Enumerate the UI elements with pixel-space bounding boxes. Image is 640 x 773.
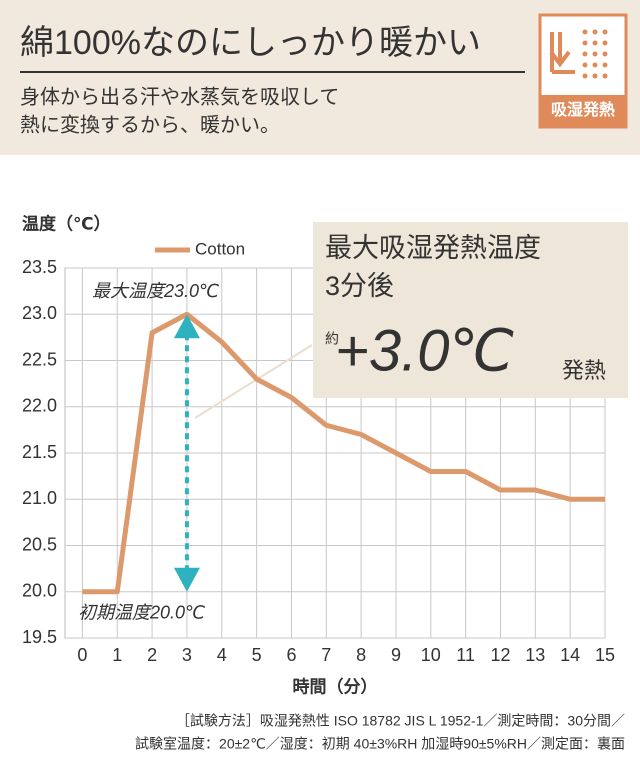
x-tick-label: 13 [525,645,545,665]
y-tick-label: 22.5 [22,349,57,369]
x-tick-label: 9 [391,645,401,665]
series-line [82,311,605,595]
y-tick-label: 19.5 [22,627,57,647]
x-tick-label: 7 [321,645,331,665]
icon-dots [582,29,608,79]
x-tick-label: 12 [490,645,510,665]
x-tick-label: 2 [147,645,157,665]
callout-text: 約 [325,331,339,347]
arrow-head [173,314,200,339]
callout-text: 3分後 [325,271,394,301]
y-tick-label: 23.0 [22,303,57,323]
x-tick-label: 0 [77,645,87,665]
header-band [0,0,640,155]
x-tick-label: 15 [595,645,615,665]
callout-text: 最大吸湿発熱温度 [325,233,541,263]
x-tick-label: 11 [456,645,475,665]
y-tick-label: 21.0 [22,488,57,508]
y-tick-label: 20.0 [22,581,57,601]
y-axis-label: 温度（℃） [22,213,111,233]
icon-label: 吸湿発熱 [551,100,615,119]
icon: 吸湿発熱 [538,13,628,129]
legend-label: Cotton [195,239,245,258]
x-tick-label: 1 [112,645,122,665]
y-tick-label: 21.5 [22,442,57,462]
x-tick-label: 3 [182,645,192,665]
footnote: ［試験方法］吸湿発熱性 ISO 18782 JIS L 1952-1／測定時間：… [176,713,625,729]
icon-arrow [549,32,575,74]
callout-text: 発熱 [562,358,606,383]
x-tick-label: 5 [252,645,262,665]
y-tick-label: 22.0 [22,396,57,416]
annotation: 最大温度23.0℃ [92,281,219,301]
x-tick-label: 8 [356,645,366,665]
x-tick-label: 10 [421,645,441,665]
title: 綿100%なのにしっかり暖かい [20,24,481,62]
x-tick-label: 6 [286,645,296,665]
y-tick-label: 20.5 [22,534,57,554]
callout-box [313,222,628,398]
x-tick-label: 4 [217,645,227,665]
callout-value: +3.0℃ [335,318,515,383]
annotation: 初期温度20.0℃ [78,603,205,623]
footnote: 試験室温度：20±2℃／湿度：初期 40±3%RH 加湿時90±5%RH／測定面… [135,736,625,752]
x-axis-label: 時間（分） [293,676,378,696]
subtitle: 身体から出る汗や水蒸気を吸収して [20,85,339,108]
x-tick-label: 14 [560,645,580,665]
subtitle: 熱に変換するから、暖かい。 [20,113,280,136]
leader-line [194,344,313,419]
y-tick-label: 23.5 [22,257,57,277]
arrow-head [173,567,200,592]
icon-label-bg [540,95,626,127]
